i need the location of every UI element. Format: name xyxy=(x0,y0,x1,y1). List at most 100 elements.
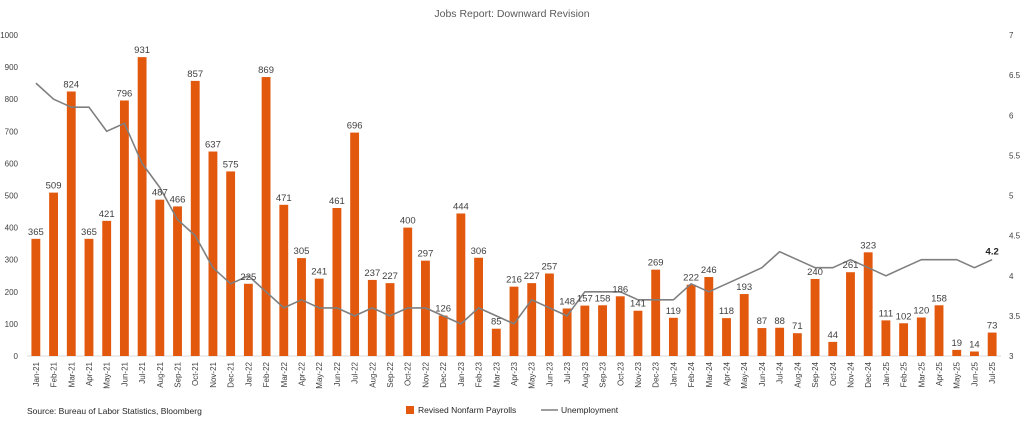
bar-Jun-21 xyxy=(119,100,129,356)
bar-Mar-21 xyxy=(66,91,76,356)
bar-value-label: 240 xyxy=(807,267,823,278)
x-tick-label: Feb-25 xyxy=(900,361,909,387)
x-tick-label: Jul-25 xyxy=(988,361,997,383)
bar-Apr-24 xyxy=(722,318,731,356)
x-tick-label: Jun-24 xyxy=(758,361,767,386)
bar-value-label: 869 xyxy=(258,65,274,76)
bar-Apr-25 xyxy=(934,305,944,356)
x-tick-label: Mar-25 xyxy=(917,361,926,387)
x-tick-label: Sep-21 xyxy=(174,361,183,387)
x-tick-label: Jan-24 xyxy=(669,361,678,386)
x-tick-label: Nov-24 xyxy=(846,361,855,387)
bar-value-label: 148 xyxy=(559,296,575,307)
bar-value-label: 19 xyxy=(951,338,962,349)
x-tick-label: Mar-21 xyxy=(67,361,76,387)
bar-value-label: 102 xyxy=(896,311,912,322)
x-tick-label: Dec-24 xyxy=(864,361,873,387)
bar-Jan-24 xyxy=(668,317,678,356)
bar-value-label: 306 xyxy=(471,246,487,257)
bar-value-label: 111 xyxy=(879,308,893,319)
x-tick-label: Jul-21 xyxy=(138,361,147,383)
y-right-tick-label: 4 xyxy=(1009,272,1014,281)
bar-value-label: 126 xyxy=(435,304,451,315)
x-tick-label: Sep-23 xyxy=(599,361,608,387)
bar-value-label: 88 xyxy=(774,316,785,327)
x-tick-label: Jun-22 xyxy=(333,361,342,386)
bar-Mar-23 xyxy=(491,328,501,356)
bar-value-label: 119 xyxy=(666,306,681,317)
bar-Apr-22 xyxy=(297,258,306,356)
bar-Nov-24 xyxy=(846,272,855,356)
bar-value-label: 466 xyxy=(170,194,186,205)
bar-value-label: 305 xyxy=(294,246,310,257)
x-tick-label: Feb-22 xyxy=(262,361,271,387)
bar-Jul-24 xyxy=(775,327,785,356)
y-axis-right: 3 3.5 4 4.5 5 5.5 6 6.5 7 xyxy=(1009,31,1021,361)
bar-Sep-23 xyxy=(598,305,607,356)
bar-Mar-22 xyxy=(279,204,289,356)
bar-value-label: 85 xyxy=(491,317,502,328)
bar-value-label: 158 xyxy=(595,293,611,304)
y-right-tick-label: 4.5 xyxy=(1009,232,1021,241)
bar-Nov-23 xyxy=(633,310,643,356)
x-tick-label: Nov-23 xyxy=(634,361,643,387)
bar-value-label: 365 xyxy=(81,227,97,238)
bar-Feb-23 xyxy=(474,257,484,356)
bar-Jun-23 xyxy=(544,273,554,356)
bar-value-label: 487 xyxy=(152,188,168,199)
bar-value-label: 193 xyxy=(736,282,752,293)
y-left-tick-label: 600 xyxy=(5,159,19,168)
y-axis-left: 0 100 200 300 400 500 600 700 800 900 1000 xyxy=(0,31,18,361)
bar-value-label: 120 xyxy=(913,305,929,316)
bar-Jun-25 xyxy=(970,351,979,356)
y-left-tick-label: 400 xyxy=(5,224,19,233)
x-tick-label: Apr-22 xyxy=(297,361,306,386)
bar-May-21 xyxy=(102,220,112,356)
x-tick-label: Mar-23 xyxy=(492,361,501,387)
bar-value-label: 227 xyxy=(382,271,398,282)
bar-Oct-24 xyxy=(828,341,838,356)
bar-Apr-23 xyxy=(509,286,519,356)
x-tick-label: Jul-24 xyxy=(776,361,785,383)
bar-value-label: 323 xyxy=(860,240,876,251)
x-tick-label: Dec-22 xyxy=(439,361,448,387)
bar-value-label: 444 xyxy=(453,201,469,212)
x-tick-label: Dec-21 xyxy=(227,361,236,387)
x-tick-label: Apr-23 xyxy=(510,361,519,386)
bar-Jan-21 xyxy=(31,238,41,356)
x-tick-label: Jun-21 xyxy=(120,361,129,386)
bar-Jan-22 xyxy=(243,283,253,356)
bar-Sep-24 xyxy=(810,278,820,356)
x-tick-label: Oct-24 xyxy=(829,361,838,386)
bar-Aug-24 xyxy=(792,333,802,356)
x-tick-label: Oct-21 xyxy=(191,361,200,386)
x-tick-label: Jun-23 xyxy=(545,361,554,386)
y-left-tick-label: 500 xyxy=(5,192,19,201)
bar-Aug-21 xyxy=(155,199,165,356)
bar-value-label: 246 xyxy=(701,265,717,276)
bar-value-label: 931 xyxy=(134,45,150,56)
bar-May-24 xyxy=(739,294,749,356)
bar-Jun-24 xyxy=(757,328,767,356)
y-right-tick-label: 7 xyxy=(1009,31,1014,40)
x-axis-ticks: Jan-21 Feb-21 Mar-21 Apr-21 May-21 Jun-21 Jul-… xyxy=(32,361,997,388)
x-tick-label: Sep-22 xyxy=(386,361,395,387)
bar-Jul-21 xyxy=(137,57,147,357)
bar-Feb-22 xyxy=(261,77,271,357)
bar-Jul-25 xyxy=(987,332,997,356)
x-tick-label: Mar-22 xyxy=(280,361,289,387)
y-left-tick-label: 100 xyxy=(5,320,19,329)
bar-value-label: 222 xyxy=(683,273,699,284)
x-tick-label: May-25 xyxy=(953,361,962,388)
bar-Mar-24 xyxy=(704,277,714,356)
bar-value-label: 237 xyxy=(364,268,380,279)
unemployment-series xyxy=(35,82,993,325)
bar-value-label: 157 xyxy=(577,294,593,305)
bar-value-label: 696 xyxy=(347,121,363,132)
bar-Jul-22 xyxy=(350,132,360,356)
bar-Jan-23 xyxy=(456,213,466,356)
x-tick-label: Jun-25 xyxy=(970,361,979,386)
bar-value-label: 73 xyxy=(987,321,998,332)
y-right-tick-label: 6 xyxy=(1009,111,1014,120)
